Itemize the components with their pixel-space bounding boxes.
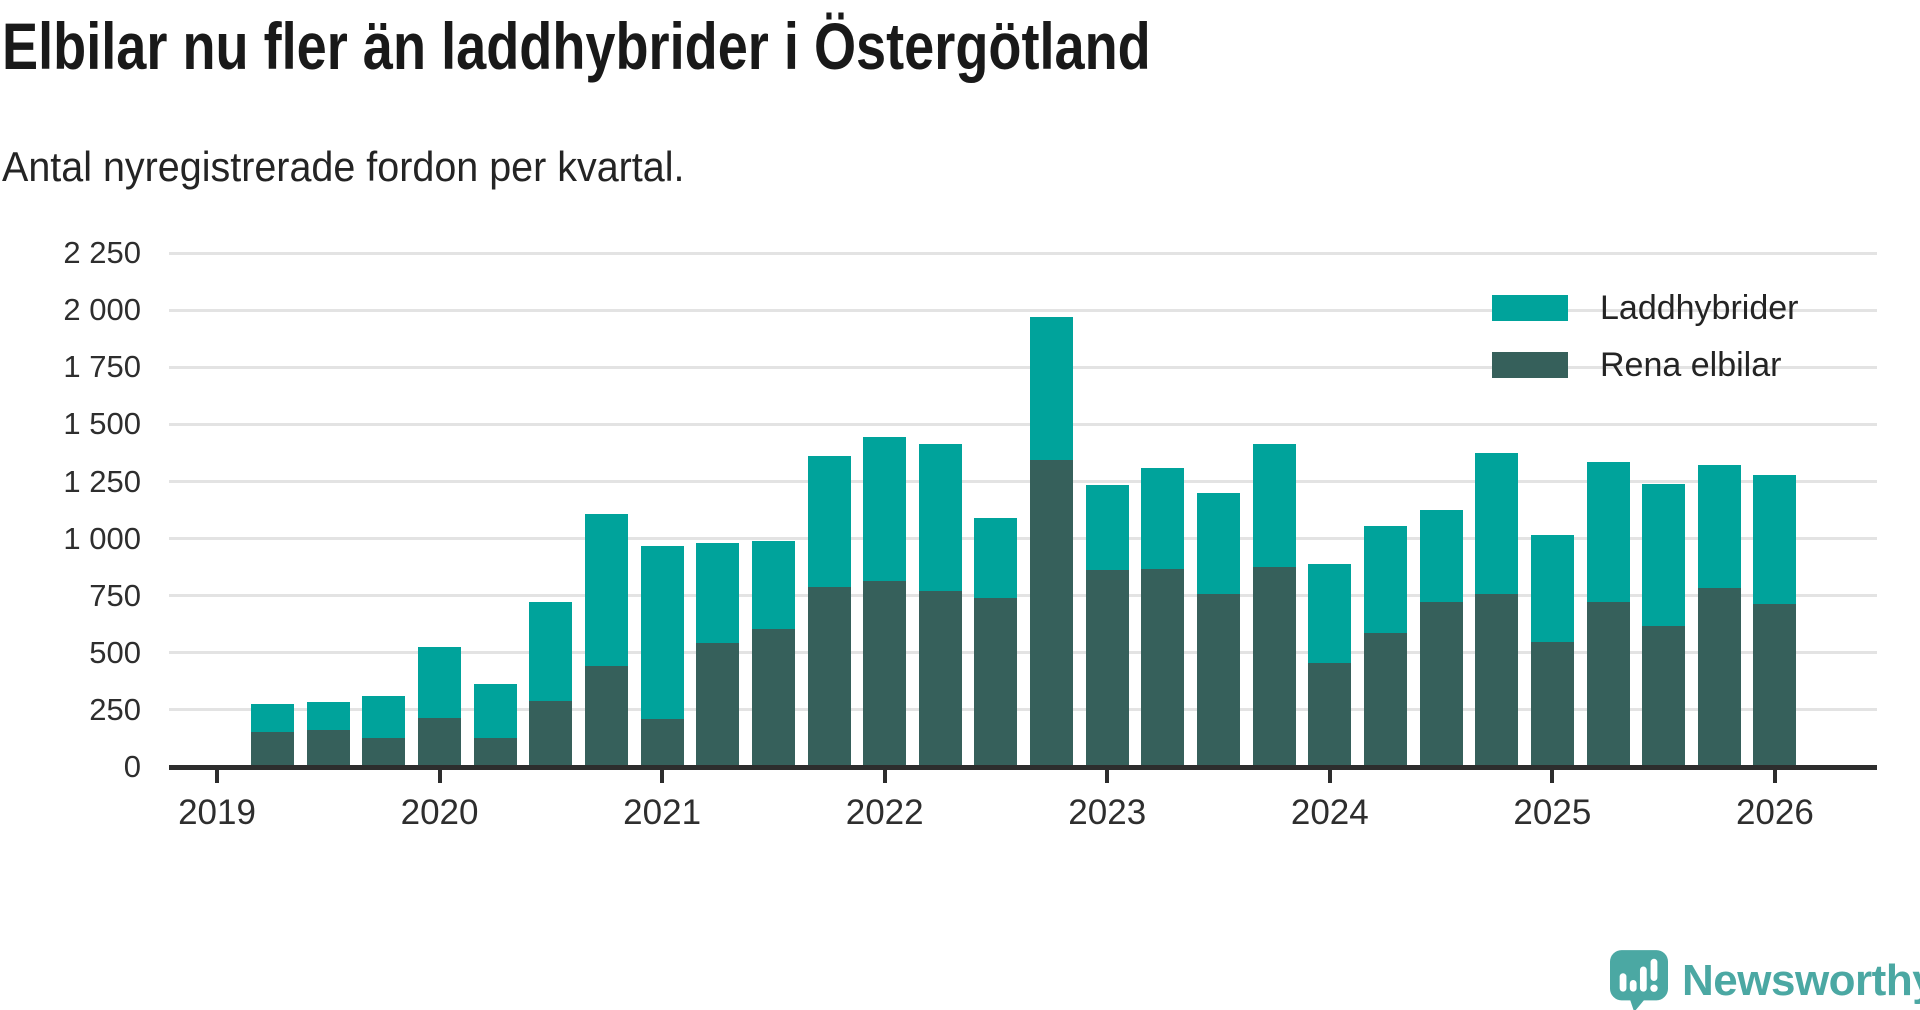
x-tick-2019 [215, 770, 219, 783]
x-axis-label-2023: 2023 [1068, 793, 1147, 832]
bar-laddhybrider-2023-Q3 [1197, 493, 1241, 594]
bar-rena-elbilar-2026-Q1 [1753, 603, 1797, 765]
bar-laddhybrider-2021-Q2 [696, 543, 740, 643]
gridline-750 [169, 594, 1877, 598]
x-axis-line [169, 765, 1877, 770]
bar-laddhybrider-2022-Q3 [974, 518, 1018, 599]
bar-rena-elbilar-2025-Q3 [1642, 625, 1686, 765]
x-axis-label-2019: 2019 [178, 793, 256, 832]
bar-rena-elbilar-2021-Q4 [807, 586, 851, 765]
bar-laddhybrider-2021-Q3 [751, 541, 795, 630]
bar-rena-elbilar-2020-Q1 [418, 718, 462, 765]
legend-item-laddhybrider: Laddhybrider [1492, 289, 1799, 327]
bar-laddhybrider-2024-Q3 [1419, 510, 1463, 602]
bar-rena-elbilar-2023-Q4 [1252, 567, 1296, 765]
bar-laddhybrider-2020-Q2 [473, 683, 517, 738]
x-tick-2025 [1550, 770, 1555, 783]
x-tick-2020 [437, 770, 442, 783]
bar-laddhybrider-2019-Q2 [251, 704, 295, 732]
x-axis-label-2024: 2024 [1290, 793, 1369, 832]
bar-rena-elbilar-2023-Q3 [1197, 593, 1241, 765]
x-tick-2022 [882, 770, 887, 783]
bar-rena-elbilar-2019-Q3 [306, 729, 350, 765]
x-axis-label-2025: 2025 [1513, 793, 1592, 832]
bar-rena-elbilar-2022-Q2 [918, 591, 962, 765]
bar-rena-elbilar-2021-Q2 [696, 642, 740, 765]
gridline-1000 [169, 537, 1877, 541]
bar-laddhybrider-2019-Q3 [306, 702, 350, 730]
bar-laddhybrider-2020-Q4 [584, 513, 628, 666]
newsworthy-logo-text: Newsworthy [1682, 956, 1920, 1005]
bar-rena-elbilar-2024-Q4 [1475, 593, 1519, 765]
x-axis-label-2020: 2020 [400, 793, 479, 832]
legend-label-rena-elbilar: Rena elbilar [1600, 346, 1782, 384]
bar-laddhybrider-2025-Q1 [1530, 535, 1574, 642]
x-axis-label-2022: 2022 [845, 793, 924, 832]
bar-laddhybrider-2023-Q1 [1085, 485, 1129, 570]
bar-laddhybrider-2025-Q3 [1642, 484, 1686, 626]
x-tick-2021 [660, 770, 665, 783]
newsworthy-logo-icon [1610, 950, 1668, 1010]
bar-rena-elbilar-2020-Q4 [584, 665, 628, 765]
chart-title: Elbilar nu fler än laddhybrider i Österg… [2, 9, 1151, 83]
bar-laddhybrider-2024-Q4 [1475, 453, 1519, 594]
gridline-2250 [169, 251, 1877, 255]
gridline-250 [169, 708, 1877, 712]
bar-laddhybrider-2022-Q2 [918, 444, 962, 592]
bar-laddhybrider-2020-Q1 [418, 647, 462, 719]
bar-laddhybrider-2022-Q4 [1030, 317, 1074, 461]
bar-laddhybrider-2022-Q1 [863, 437, 907, 582]
bar-rena-elbilar-2022-Q4 [1030, 460, 1074, 765]
x-tick-2026 [1772, 770, 1777, 783]
bar-laddhybrider-2021-Q1 [640, 545, 684, 720]
bar-rena-elbilar-2020-Q2 [473, 737, 517, 765]
chart-subtitle: Antal nyregistrerade fordon per kvartal. [2, 143, 685, 190]
bar-rena-elbilar-2020-Q3 [529, 701, 573, 765]
bar-rena-elbilar-2025-Q4 [1697, 587, 1741, 765]
bar-laddhybrider-2025-Q2 [1586, 462, 1630, 602]
bar-laddhybrider-2026-Q1 [1753, 474, 1797, 604]
gridline-1250 [169, 480, 1877, 483]
x-axis-label-2021: 2021 [623, 793, 702, 832]
bar-laddhybrider-2021-Q4 [807, 455, 851, 587]
x-axis-label-2026: 2026 [1735, 793, 1814, 832]
x-tick-2023 [1105, 770, 1110, 783]
bar-laddhybrider-2019-Q4 [362, 696, 406, 738]
bar-rena-elbilar-2024-Q2 [1363, 632, 1407, 765]
bar-rena-elbilar-2023-Q2 [1141, 568, 1185, 765]
legend-swatch-rena-elbilar [1492, 352, 1568, 378]
gridline-1750 [169, 365, 1877, 369]
bar-rena-elbilar-2019-Q4 [362, 737, 406, 765]
gridline-1500 [169, 422, 1877, 426]
bar-laddhybrider-2025-Q4 [1697, 464, 1741, 588]
legend-swatch-laddhybrider [1492, 295, 1568, 321]
bar-laddhybrider-2024-Q1 [1308, 564, 1352, 664]
bar-rena-elbilar-2024-Q1 [1308, 663, 1352, 765]
bar-rena-elbilar-2022-Q1 [863, 581, 907, 765]
bar-rena-elbilar-2023-Q1 [1085, 569, 1129, 765]
bar-laddhybrider-2024-Q2 [1363, 526, 1407, 633]
bar-rena-elbilar-2022-Q3 [974, 598, 1018, 765]
bar-laddhybrider-2023-Q4 [1252, 444, 1296, 568]
newsworthy-logo: Newsworthy [1610, 950, 1920, 1010]
bar-rena-elbilar-2025-Q1 [1530, 641, 1574, 765]
gridline-2000 [169, 308, 1877, 312]
x-tick-2024 [1327, 770, 1332, 783]
bar-rena-elbilar-2021-Q1 [640, 719, 684, 765]
bar-laddhybrider-2020-Q3 [529, 601, 573, 702]
bar-laddhybrider-2023-Q2 [1141, 468, 1185, 569]
gridline-500 [169, 651, 1877, 655]
bar-rena-elbilar-2019-Q2 [251, 731, 295, 765]
bar-rena-elbilar-2025-Q2 [1586, 601, 1630, 765]
legend-item-rena-elbilar: Rena elbilar [1492, 346, 1782, 384]
legend-label-laddhybrider: Laddhybrider [1600, 289, 1799, 327]
bar-rena-elbilar-2024-Q3 [1419, 601, 1463, 765]
bar-rena-elbilar-2021-Q3 [751, 629, 795, 765]
